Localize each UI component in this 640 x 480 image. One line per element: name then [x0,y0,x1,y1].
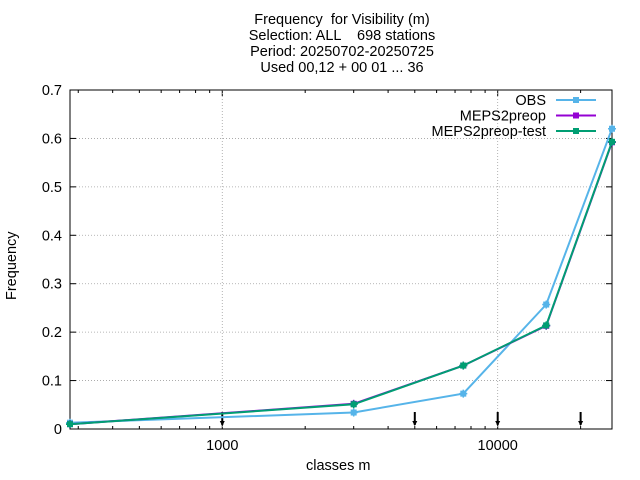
legend-marker [573,112,579,119]
legend-marker [573,128,579,134]
class-boundary-marker-head [412,421,418,426]
y-tick-label: 0.2 [42,325,62,341]
title-line-3: Period: 20250702-20250725 [250,44,434,60]
series-line-OBS [69,128,613,424]
title-line-4: Used 00,12 + 00 01 ... 36 [260,60,424,76]
y-tick-label: 0.5 [42,180,62,196]
x-tick-label: 1000 [206,438,238,454]
legend-marker [573,97,579,103]
class-boundary-marker-head [219,421,225,426]
y-tick-label: 0 [54,422,62,438]
class-boundary-marker-head [578,421,584,426]
y-tick-label: 0.6 [42,131,62,147]
legend-label: MEPS2preop-test [432,124,546,140]
title-line-2: Selection: ALL 698 stations [248,28,436,44]
y-tick-label: 0.4 [42,228,62,244]
y-tick-label: 0.7 [42,83,62,99]
x-axis-label: classes m [306,458,371,474]
series-line-MEPS2preop-test [69,141,613,426]
plot-frame [69,89,613,430]
x-tick-label: 10000 [478,438,518,454]
y-tick-label: 0.3 [42,277,62,293]
legend-label: MEPS2preop [460,109,546,125]
y-tick-label: 0.1 [42,374,62,390]
title-line-1: Frequency for Visibility (m) [254,12,430,28]
series-line-MEPS2preop [69,141,613,426]
y-axis-label: Frequency [4,231,20,300]
legend-label: OBS [515,93,546,109]
class-boundary-marker-head [495,421,501,426]
